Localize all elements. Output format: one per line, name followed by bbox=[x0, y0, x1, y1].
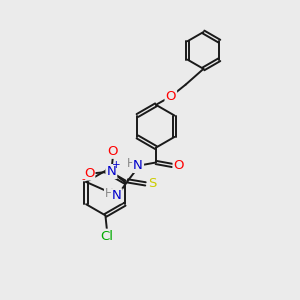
Text: N: N bbox=[112, 189, 122, 202]
Text: S: S bbox=[148, 177, 156, 190]
Text: N: N bbox=[106, 165, 116, 178]
Text: +: + bbox=[112, 160, 121, 170]
Text: O: O bbox=[166, 90, 176, 103]
Text: O: O bbox=[174, 159, 184, 172]
Text: O: O bbox=[108, 145, 118, 158]
Text: O: O bbox=[84, 167, 94, 179]
Text: Cl: Cl bbox=[100, 230, 113, 243]
Text: N: N bbox=[133, 159, 143, 172]
Text: -: - bbox=[82, 174, 85, 184]
Text: H: H bbox=[127, 158, 136, 170]
Text: H: H bbox=[105, 187, 114, 200]
